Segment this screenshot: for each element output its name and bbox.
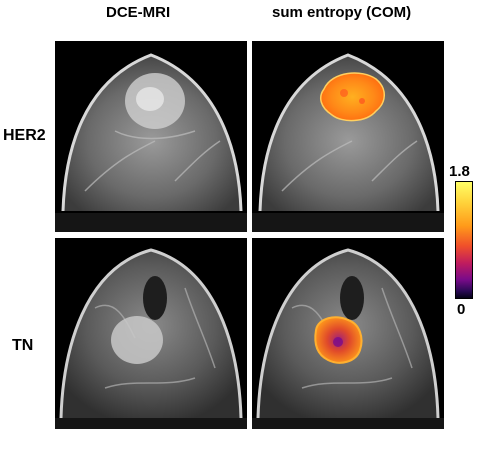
colorbar-min-label: 0 xyxy=(457,301,466,318)
tn-dce-mri-image xyxy=(55,238,247,429)
row-label-her2: HER2 xyxy=(3,127,46,144)
row-label-tn: TN xyxy=(12,337,34,354)
her2-dce-mri-image xyxy=(55,41,247,232)
colorbar-max-label: 1.8 xyxy=(449,163,470,180)
colorbar: 1.8 0 xyxy=(446,163,480,323)
colorbar-gradient xyxy=(455,181,473,299)
column-title-dce-mri: DCE-MRI xyxy=(106,4,171,21)
her2-sum-entropy-image xyxy=(252,41,444,232)
column-title-sum-entropy: sum entropy (COM) xyxy=(272,4,412,21)
tn-sum-entropy-image xyxy=(252,238,444,429)
